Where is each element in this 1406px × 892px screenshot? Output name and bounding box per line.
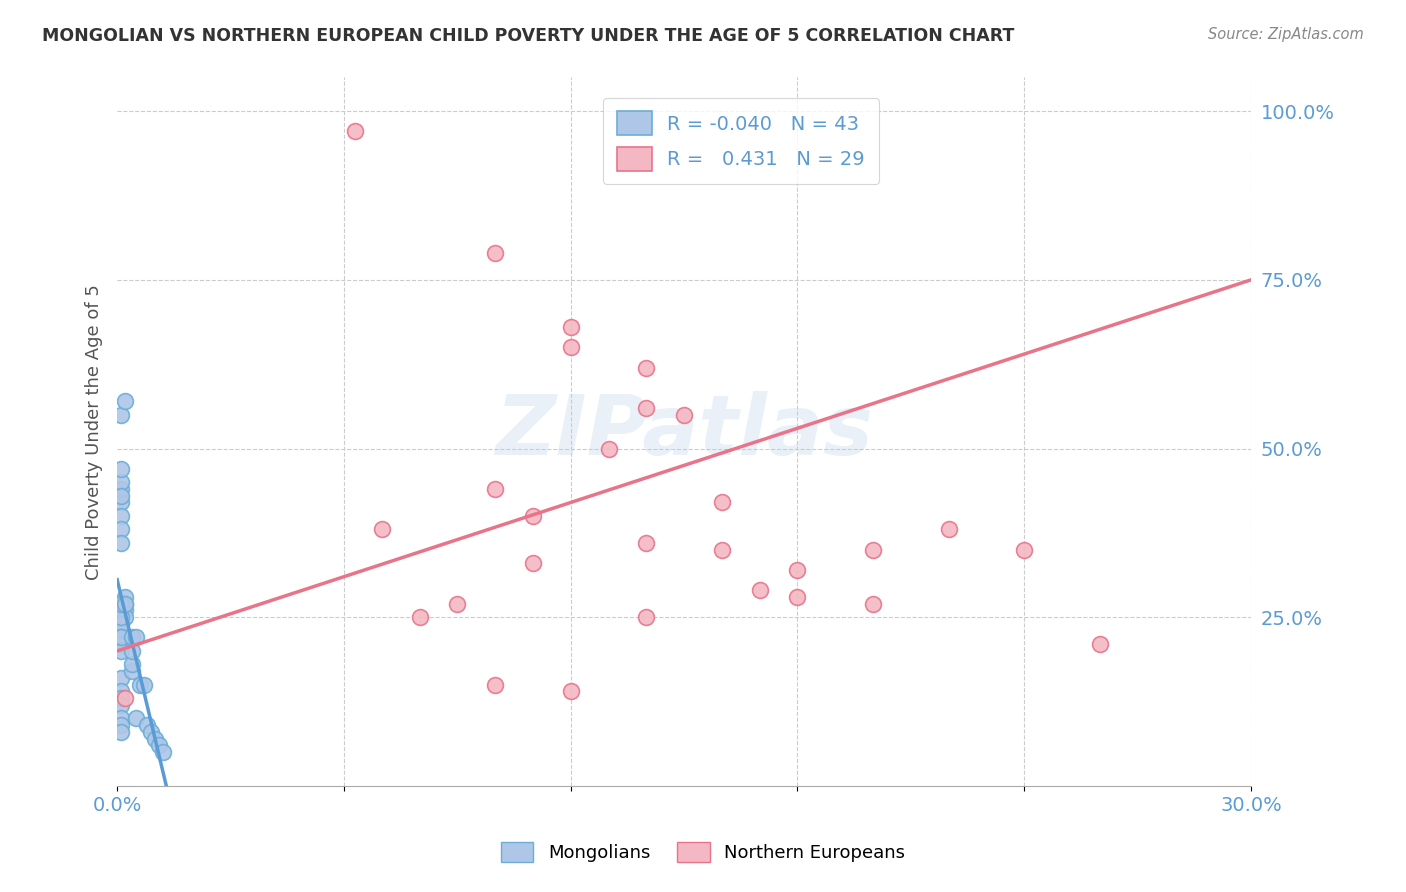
Point bbox=[110, 684, 132, 698]
Point bbox=[132, 678, 155, 692]
Point bbox=[152, 745, 174, 759]
Point bbox=[344, 124, 367, 138]
Point bbox=[110, 523, 132, 537]
Point bbox=[114, 590, 136, 604]
Legend: Mongolians, Northern Europeans: Mongolians, Northern Europeans bbox=[494, 835, 912, 870]
Point bbox=[522, 508, 544, 523]
Point bbox=[484, 482, 506, 496]
Point bbox=[598, 442, 620, 456]
Point bbox=[786, 563, 808, 577]
Point bbox=[114, 691, 136, 706]
Point bbox=[114, 597, 136, 611]
Point bbox=[121, 644, 143, 658]
Point bbox=[408, 610, 430, 624]
Point bbox=[110, 671, 132, 685]
Point bbox=[110, 495, 132, 509]
Text: MONGOLIAN VS NORTHERN EUROPEAN CHILD POVERTY UNDER THE AGE OF 5 CORRELATION CHAR: MONGOLIAN VS NORTHERN EUROPEAN CHILD POV… bbox=[42, 27, 1015, 45]
Point bbox=[114, 394, 136, 409]
Point bbox=[110, 461, 132, 475]
Point bbox=[110, 718, 132, 732]
Point bbox=[110, 489, 132, 503]
Point bbox=[125, 631, 148, 645]
Point bbox=[110, 724, 132, 739]
Point bbox=[560, 340, 582, 354]
Point bbox=[114, 610, 136, 624]
Point bbox=[110, 631, 132, 645]
Point bbox=[710, 495, 733, 509]
Point bbox=[560, 320, 582, 334]
Point bbox=[125, 711, 148, 725]
Point bbox=[560, 684, 582, 698]
Point bbox=[636, 610, 658, 624]
Point bbox=[110, 624, 132, 638]
Point bbox=[148, 739, 170, 753]
Point bbox=[121, 631, 143, 645]
Text: Source: ZipAtlas.com: Source: ZipAtlas.com bbox=[1208, 27, 1364, 42]
Point bbox=[110, 508, 132, 523]
Point bbox=[1012, 542, 1035, 557]
Legend: R = -0.040   N = 43, R =   0.431   N = 29: R = -0.040 N = 43, R = 0.431 N = 29 bbox=[603, 98, 879, 184]
Point bbox=[128, 678, 150, 692]
Point bbox=[110, 698, 132, 712]
Point bbox=[862, 542, 884, 557]
Point bbox=[110, 610, 132, 624]
Point bbox=[136, 718, 159, 732]
Point bbox=[121, 657, 143, 672]
Point bbox=[110, 616, 132, 631]
Point bbox=[143, 731, 166, 746]
Point bbox=[484, 678, 506, 692]
Point bbox=[710, 542, 733, 557]
Point bbox=[522, 556, 544, 570]
Point bbox=[141, 724, 163, 739]
Point bbox=[862, 597, 884, 611]
Point bbox=[110, 475, 132, 490]
Point bbox=[938, 523, 960, 537]
Point bbox=[110, 711, 132, 725]
Point bbox=[636, 360, 658, 375]
Point bbox=[1088, 637, 1111, 651]
Point bbox=[110, 644, 132, 658]
Point bbox=[371, 523, 394, 537]
Point bbox=[121, 664, 143, 678]
Point bbox=[786, 590, 808, 604]
Point bbox=[636, 401, 658, 415]
Point bbox=[446, 597, 468, 611]
Text: ZIPatlas: ZIPatlas bbox=[495, 391, 873, 472]
Point bbox=[484, 245, 506, 260]
Y-axis label: Child Poverty Under the Age of 5: Child Poverty Under the Age of 5 bbox=[86, 284, 103, 580]
Point bbox=[110, 408, 132, 422]
Point bbox=[110, 691, 132, 706]
Point bbox=[110, 631, 132, 645]
Point bbox=[748, 583, 770, 598]
Point bbox=[636, 536, 658, 550]
Point bbox=[114, 597, 136, 611]
Point bbox=[110, 536, 132, 550]
Point bbox=[110, 482, 132, 496]
Point bbox=[673, 408, 696, 422]
Point bbox=[110, 637, 132, 651]
Point bbox=[114, 603, 136, 617]
Point bbox=[110, 597, 132, 611]
